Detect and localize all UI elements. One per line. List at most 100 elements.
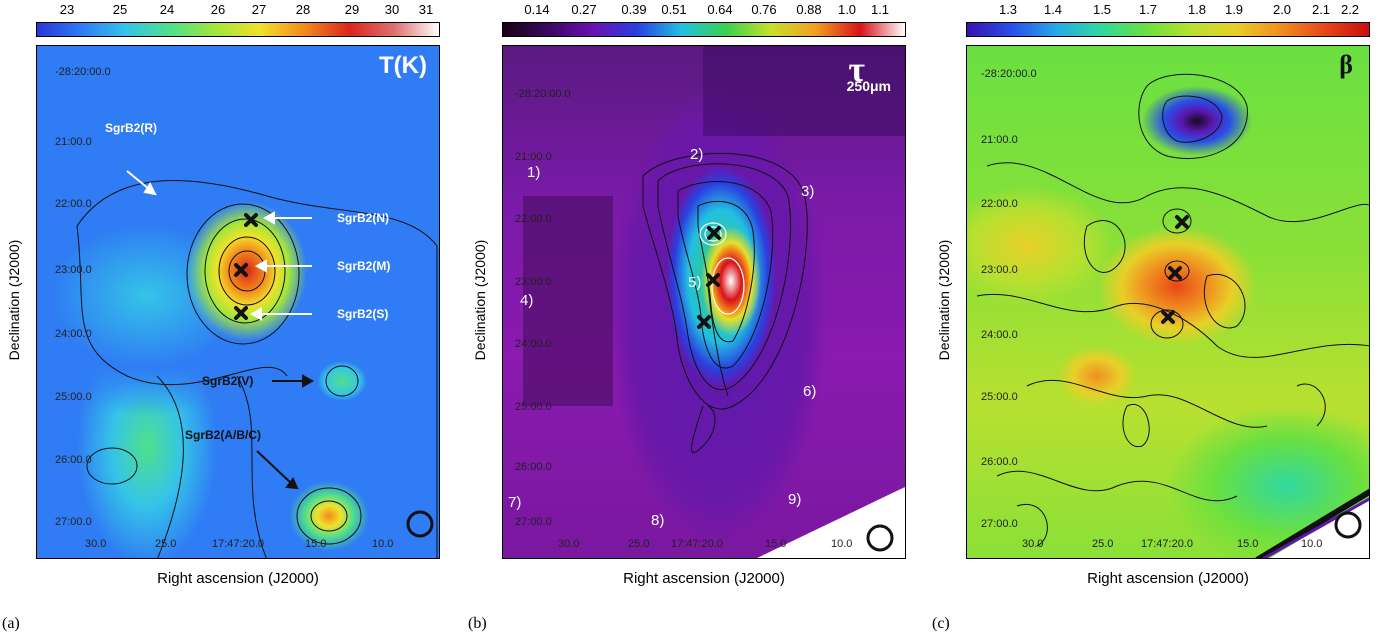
x-tick: 10.0 xyxy=(372,538,394,550)
beam-circle xyxy=(1334,511,1362,539)
x-tick: 15.0 xyxy=(765,538,787,550)
y-tick: 23:00.0 xyxy=(55,264,92,276)
marker-s-cross xyxy=(234,306,248,320)
x-tick: 10.0 xyxy=(1301,538,1323,550)
y-axis-label: Declination (J2000) xyxy=(6,239,22,361)
region-label: 1) xyxy=(527,164,541,181)
colorbar xyxy=(966,22,1370,37)
y-tick: -28:20:00.0 xyxy=(55,66,111,78)
x-tick: 17:47:20.0 xyxy=(1141,538,1193,550)
y-tick: 21:00.0 xyxy=(55,136,92,148)
x-tick: 30.0 xyxy=(558,538,580,550)
y-tick: 25:00.0 xyxy=(515,401,552,413)
y-tick: 24:00.0 xyxy=(515,338,552,350)
x-tick: 25.0 xyxy=(628,538,650,550)
y-axis-label: Declination (J2000) xyxy=(472,239,488,361)
y-tick: 24:00.0 xyxy=(55,328,92,340)
panel-beta: 1.3 1.4 1.5 1.7 1.8 1.9 2.0 2.1 2.2 xyxy=(932,0,1370,644)
colorbar-tick: 1.1 xyxy=(870,2,890,17)
beam-circle xyxy=(406,510,434,538)
y-tick: 26:00.0 xyxy=(981,456,1018,468)
colorbar-tick: 0.76 xyxy=(751,2,777,17)
colorbar-tick: 31 xyxy=(418,2,434,17)
colorbar-tick: 1.4 xyxy=(1043,2,1063,17)
beam-circle xyxy=(866,524,894,552)
colorbar-tick: 0.27 xyxy=(571,2,597,17)
y-tick: 21:00.0 xyxy=(515,151,552,163)
contour-overlay xyxy=(76,170,438,558)
x-tick: 17:47:20.0 xyxy=(212,538,264,550)
panel-temperature: 23 25 24 26 27 28 29 30 31 xyxy=(2,0,440,644)
x-tick: 15.0 xyxy=(1237,538,1259,550)
y-tick: 22:00.0 xyxy=(515,213,552,225)
region-label: 6) xyxy=(803,383,817,400)
marker-m-cross xyxy=(234,263,248,277)
y-tick: 27:00.0 xyxy=(515,516,552,528)
colorbar-tick: 24 xyxy=(159,2,175,17)
colorbar-tick: 28 xyxy=(295,2,311,17)
panel-caption: (a) xyxy=(2,615,20,632)
colorbar-tick: 1.7 xyxy=(1138,2,1158,17)
x-tick: 25.0 xyxy=(155,538,177,550)
y-tick: 26:00.0 xyxy=(515,461,552,473)
region-label: 9) xyxy=(788,491,802,508)
region-label: 8) xyxy=(651,512,665,529)
x-tick: 17:47:20.0 xyxy=(671,538,723,550)
colorbar-tick: 0.14 xyxy=(524,2,550,17)
colorbar-tick: 27 xyxy=(251,2,267,17)
y-tick: 26:00.0 xyxy=(55,454,92,466)
region-label: 4) xyxy=(520,292,534,309)
marker-n-cross xyxy=(244,213,258,227)
x-axis-label: Right ascension (J2000) xyxy=(157,570,319,587)
y-tick: 21:00.0 xyxy=(981,134,1018,146)
colorbar xyxy=(502,22,906,37)
y-tick: 24:00.0 xyxy=(981,329,1018,341)
colorbar-tick: 1.8 xyxy=(1187,2,1207,17)
label-sgrb2-r: SgrB2(R) xyxy=(105,121,158,135)
colorbar-tick: 0.88 xyxy=(796,2,822,17)
contour-overlay xyxy=(976,73,1369,558)
colorbar-tick: 26 xyxy=(210,2,226,17)
y-tick: 23:00.0 xyxy=(515,276,552,288)
region-label: 3) xyxy=(801,183,815,200)
colorbar-tick: 1.3 xyxy=(998,2,1018,17)
colorbar-tick: 1.9 xyxy=(1224,2,1244,17)
y-axis-label: Declination (J2000) xyxy=(936,239,952,361)
label-sgrb2-v: SgrB2(V) xyxy=(202,374,254,388)
label-sgrb2-n: SgrB2(N) xyxy=(337,211,390,225)
colorbar-tick: 2.0 xyxy=(1272,2,1292,17)
y-tick: 25:00.0 xyxy=(55,391,92,403)
colorbar-tick-labels: 1.3 1.4 1.5 1.7 1.8 1.9 2.0 2.1 2.2 xyxy=(966,2,1370,18)
colorbar-tick: 29 xyxy=(344,2,360,17)
panel-optical-depth: 0.14 0.27 0.39 0.51 0.64 0.76 0.88 1.0 1… xyxy=(468,0,906,644)
colorbar-tick: 2.2 xyxy=(1340,2,1360,17)
colorbar-tick: 2.1 xyxy=(1311,2,1331,17)
colorbar-tick: 1.5 xyxy=(1092,2,1112,17)
panel-title-symbol: τ xyxy=(848,49,865,89)
label-sgrb2-abc: SgrB2(A/B/C) xyxy=(185,428,262,442)
colorbar-tick: 0.39 xyxy=(621,2,647,17)
temperature-map: T(K) SgrB2(R) SgrB2(N) SgrB2(M) SgrB2(S)… xyxy=(36,45,440,559)
colorbar-tick-labels: 23 25 24 26 27 28 29 30 31 xyxy=(36,2,440,18)
colorbar-tick: 30 xyxy=(384,2,400,17)
colorbar-tick: 0.64 xyxy=(707,2,733,17)
x-tick: 10.0 xyxy=(831,538,853,550)
colorbar xyxy=(36,22,440,37)
contour-overlay xyxy=(523,46,905,558)
label-sgrb2-s: SgrB2(S) xyxy=(337,307,389,321)
panel-caption: (b) xyxy=(468,615,487,632)
x-tick: 30.0 xyxy=(1022,538,1044,550)
panel-title: β xyxy=(1339,50,1353,79)
optical-depth-map: τ 250μm 1) 2) 3) 4) 5) 6) 7) 8) 9) -28:2… xyxy=(502,45,906,559)
label-sgrb2-m: SgrB2(M) xyxy=(337,259,391,273)
y-tick: 23:00.0 xyxy=(981,264,1018,276)
x-axis-label: Right ascension (J2000) xyxy=(1087,570,1249,587)
y-tick: 22:00.0 xyxy=(981,198,1018,210)
x-axis-label: Right ascension (J2000) xyxy=(623,570,785,587)
panel-title-subscript: 250μm xyxy=(846,78,891,94)
panel-caption: (c) xyxy=(932,615,950,632)
x-tick: 30.0 xyxy=(85,538,107,550)
y-tick: 27:00.0 xyxy=(981,518,1018,530)
region-label: 5) xyxy=(688,274,702,291)
colorbar-tick-labels: 0.14 0.27 0.39 0.51 0.64 0.76 0.88 1.0 1… xyxy=(502,2,906,18)
